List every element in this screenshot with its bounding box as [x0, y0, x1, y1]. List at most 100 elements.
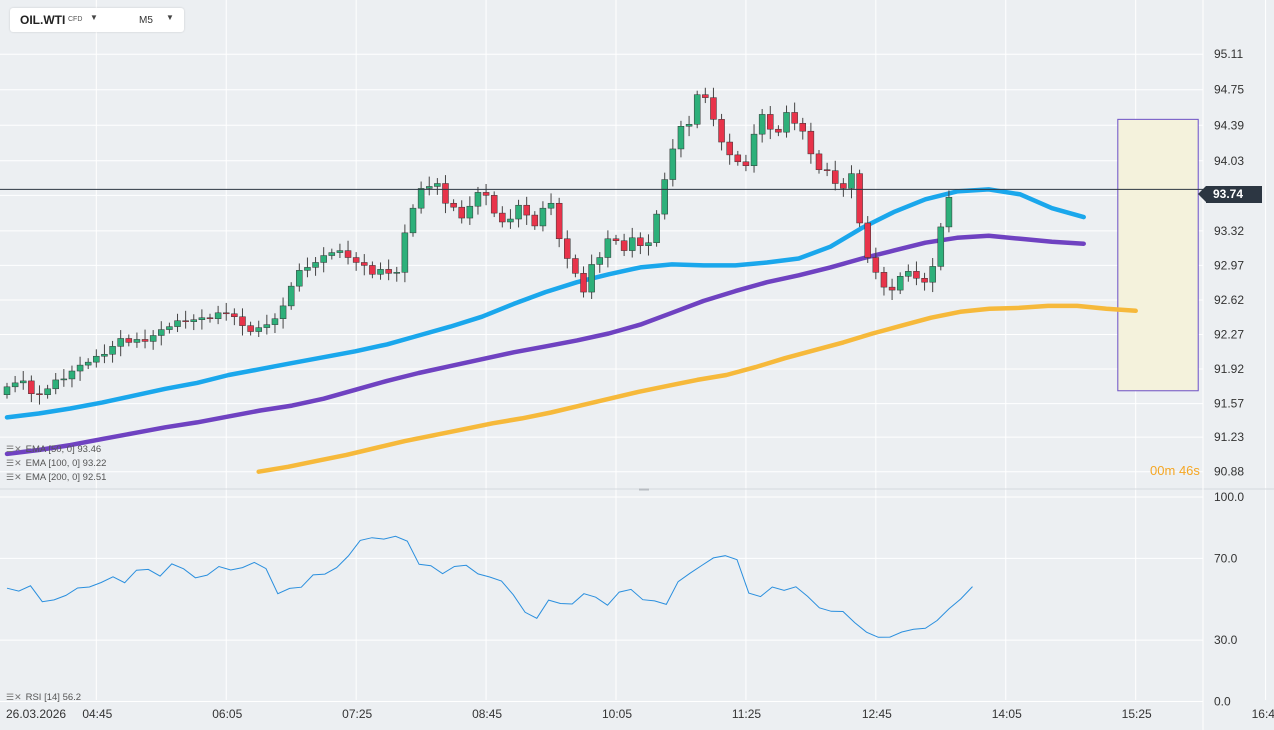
ema50-line — [4, 187, 1086, 420]
candle-body — [547, 202, 555, 209]
candle — [604, 230, 612, 268]
price-tick-label: 91.23 — [1214, 430, 1244, 444]
candle — [856, 169, 863, 227]
candle-body — [848, 173, 855, 189]
candle — [60, 369, 68, 387]
time-tick-label: 08:45 — [472, 707, 502, 721]
legend-rsi[interactable]: ☰✕ RSI [14] 56.2 — [6, 692, 81, 703]
price-tick-label: 94.39 — [1214, 118, 1244, 132]
candle-body — [125, 338, 133, 343]
candle-body — [564, 238, 571, 259]
candle — [840, 178, 847, 197]
candle-body — [344, 250, 352, 258]
candle — [190, 314, 198, 331]
candle — [279, 297, 287, 329]
legend-ema100[interactable]: ☰✕ EMA [100, 0] 93.22 — [6, 458, 106, 469]
candle — [304, 257, 311, 278]
candle-body — [3, 386, 11, 395]
candle-body — [417, 188, 425, 209]
candle — [352, 252, 360, 271]
price-tick-label: 95.11 — [1214, 47, 1243, 61]
legend-rsi-value: 56.2 — [62, 692, 82, 703]
candle-body — [872, 257, 880, 273]
candle — [141, 329, 149, 349]
candle — [555, 197, 563, 248]
candle — [401, 224, 409, 283]
candle — [11, 375, 19, 393]
candle-body — [758, 114, 766, 135]
candle-body — [352, 257, 360, 263]
candle — [929, 258, 936, 293]
countdown-seconds-unit: s — [1193, 463, 1200, 478]
candle-body — [222, 312, 230, 315]
candle — [166, 322, 173, 334]
candle — [661, 172, 668, 220]
candle — [109, 340, 116, 363]
candle — [693, 90, 701, 129]
timeframe-label[interactable]: M5 — [139, 15, 153, 26]
candle — [767, 106, 774, 140]
legend-ema50-params: [50, 0] — [48, 444, 75, 455]
candle — [580, 266, 587, 298]
candle — [52, 373, 59, 395]
candle-body — [149, 335, 157, 342]
time-tick-label: 04:45 — [82, 707, 112, 721]
candle-body — [434, 183, 441, 187]
price-tick-label: 91.57 — [1214, 397, 1244, 411]
candle-body — [425, 186, 433, 189]
candle-body — [206, 317, 214, 319]
rsi-tick-label: 100.0 — [1214, 490, 1244, 504]
candle — [490, 191, 498, 218]
candle-body — [36, 393, 43, 395]
time-tick-label: 14:05 — [992, 707, 1022, 721]
symbol-selector[interactable]: OIL.WTI CFD ▼ M5 ▼ — [10, 8, 184, 32]
rsi-path — [6, 535, 973, 638]
candle-body — [84, 361, 92, 366]
indicator-menu-icon[interactable]: ☰✕ — [6, 444, 22, 454]
candle-body — [921, 277, 928, 283]
candle — [507, 209, 514, 229]
candle — [564, 230, 571, 269]
candle-body — [856, 173, 863, 224]
candle — [361, 254, 368, 276]
candle-body — [693, 94, 701, 125]
candle-body — [499, 212, 506, 223]
candle-body — [174, 320, 181, 327]
candle — [377, 262, 384, 280]
candle — [799, 117, 807, 140]
candle-body — [718, 119, 725, 143]
candle-body — [336, 250, 344, 253]
time-tick-label: 12:45 — [862, 707, 892, 721]
indicator-menu-icon[interactable]: ☰✕ — [6, 458, 22, 468]
legend-ema100-name: EMA — [25, 458, 46, 469]
countdown-minutes: 00 — [1150, 463, 1165, 478]
legend-ema50[interactable]: ☰✕ EMA [50, 0] 93.46 — [6, 444, 101, 455]
price-tick-label: 91.92 — [1214, 362, 1244, 376]
candle — [783, 105, 790, 138]
candle — [434, 178, 441, 195]
candle — [19, 371, 27, 390]
candle — [174, 313, 181, 333]
price-tick-label: 94.03 — [1214, 154, 1244, 168]
candle-body — [815, 153, 823, 170]
candle — [425, 176, 433, 196]
candle — [880, 266, 888, 296]
candle-body — [19, 380, 27, 384]
candles[interactable] — [3, 87, 953, 405]
candle-body — [377, 269, 384, 275]
legend-ema200[interactable]: ☰✕ EMA [200, 0] 92.51 — [6, 472, 106, 483]
candle — [442, 175, 449, 214]
time-tick-label: 06:05 — [212, 707, 242, 721]
symbol-dropdown-icon[interactable]: ▼ — [90, 13, 98, 22]
candle-body — [653, 213, 660, 243]
timeframe-dropdown-icon[interactable]: ▼ — [166, 13, 174, 22]
candle — [101, 344, 108, 364]
candle-body — [555, 202, 563, 240]
candle — [872, 247, 880, 280]
candle — [653, 210, 660, 247]
rsi-tick-label: 30.0 — [1214, 633, 1238, 647]
indicator-menu-icon[interactable]: ☰✕ — [6, 472, 22, 482]
indicator-menu-icon[interactable]: ☰✕ — [6, 692, 22, 702]
